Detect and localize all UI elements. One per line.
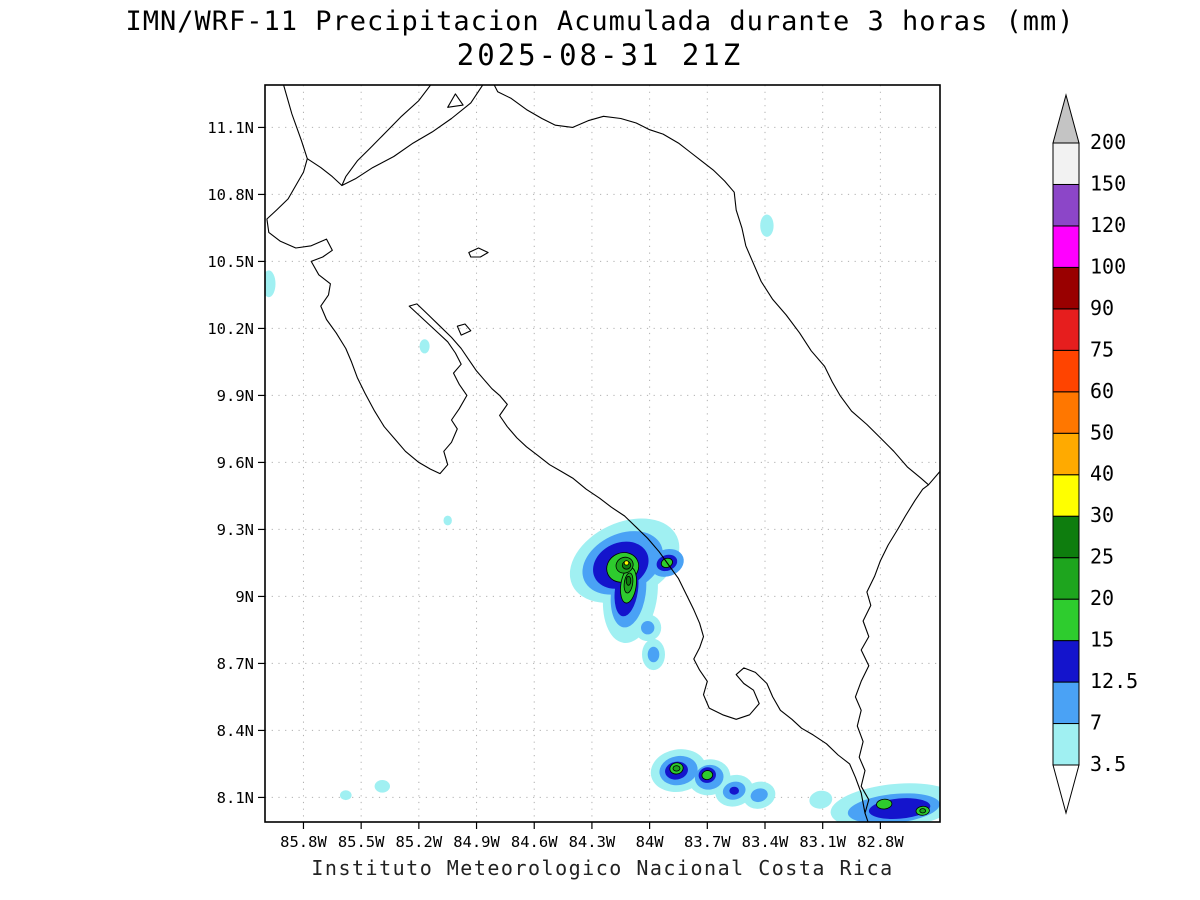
y-axis-tick-label: 9N (235, 588, 254, 606)
colorbar-segment (1052, 308, 1080, 351)
precip-cell-7mm (647, 646, 660, 663)
colorbar-segment (1052, 474, 1080, 517)
colorbar-segment (1052, 598, 1080, 642)
precip-cell-3.5mm (374, 780, 390, 793)
precip-cell-20mm (672, 765, 681, 772)
colorbar-tick-label: 150 (1090, 172, 1126, 196)
colorbar-segment (1052, 723, 1080, 766)
chira-island (456, 323, 472, 336)
lake-arenal (468, 247, 489, 258)
chart-header: IMN/WRF-11 Precipitacion Acumulada duran… (0, 6, 1200, 72)
y-axis-tick-label: 8.1N (217, 789, 254, 807)
nicaragua-border-segment (306, 158, 343, 186)
precip-cell-30mm (623, 560, 630, 566)
colorbar-tick-label: 200 (1090, 130, 1126, 154)
chart-title: IMN/WRF-11 Precipitacion Acumulada duran… (125, 6, 1075, 37)
precip-cell-7mm (641, 621, 655, 635)
chart-valid-time: 2025-08-31 21Z (456, 38, 744, 72)
precip-cell-15mm (876, 798, 893, 810)
colorbar-segment (1052, 681, 1080, 725)
x-axis-tick-label: 84W (636, 833, 665, 851)
plot-frame (264, 84, 941, 823)
colorbar-segment (1052, 266, 1080, 310)
colorbar-tick-label: 20 (1090, 586, 1114, 610)
colorbar-segment (1052, 142, 1080, 185)
precip-cell-12.5mm (729, 786, 739, 795)
colorbar-tick-label: 50 (1090, 420, 1114, 444)
precip-cell-15mm (701, 770, 714, 781)
x-axis-tick-label: 83.4W (742, 833, 789, 851)
colorbar-tick-label: 25 (1090, 545, 1114, 569)
x-axis-tick-label: 84.6W (511, 833, 558, 851)
colorbar-tick-label: 40 (1090, 462, 1114, 486)
costa-rica-outline (266, 85, 930, 814)
colorbar: 3.5 7 12.5 15 20 25 30 40 50 60 75 90 100 120 150 200 (1052, 93, 1138, 815)
colorbar-tick-label: 90 (1090, 296, 1114, 320)
colorbar-segment (1052, 183, 1080, 227)
y-axis-tick-label: 9.6N (217, 454, 254, 472)
precip-cell-3.5mm (443, 515, 452, 526)
graticule (265, 85, 940, 822)
colorbar-segment (1052, 391, 1080, 434)
colorbar-tick-label: 12.5 (1090, 669, 1138, 693)
lake-island (447, 93, 464, 108)
panama-caribbean-coast (928, 471, 940, 486)
y-axis-tick-label: 10.2N (207, 320, 254, 338)
colorbar-segment (1052, 432, 1080, 476)
y-axis-tick-label: 10.8N (207, 186, 254, 204)
precip-cell-7mm (750, 788, 768, 803)
x-axis-tick-label: 85.5W (338, 833, 385, 851)
colorbar-tick-label: 7 (1090, 711, 1102, 735)
colorbar-segment (1052, 515, 1080, 559)
footer-attribution: Instituto Meteorologico Nacional Costa R… (311, 856, 894, 880)
precip-cell-3.5mm (809, 790, 833, 809)
axes: 11.1N 10.8N 10.5N 10.2N 9.9N 9.6N 9.3N 9N 8.7N 8.… (207, 119, 904, 851)
colorbar-tick-label: 15 (1090, 628, 1114, 652)
colorbar-tick-label: 30 (1090, 503, 1114, 527)
colorbar-tick-label: 3.5 (1090, 752, 1126, 776)
coastlines (266, 85, 940, 822)
precip-cell-3.5mm (265, 270, 276, 298)
x-axis-tick-label: 85.2W (396, 833, 443, 851)
x-axis-tick-label: 82.8W (857, 833, 904, 851)
colorbar-segment (1052, 225, 1080, 268)
panama-pacific-coast (864, 812, 869, 822)
colorbar-segment (1052, 349, 1080, 393)
colorbar-segment (1052, 640, 1080, 683)
precip-cell-20mm (919, 808, 926, 814)
colorbar-below-min-arrow (1052, 764, 1080, 815)
lake-nicaragua-shore (341, 85, 484, 187)
colorbar-tick-label: 100 (1090, 254, 1126, 278)
y-axis-tick-label: 9.3N (217, 521, 254, 539)
x-axis-tick-label: 84.3W (569, 833, 616, 851)
precip-cell-25mm (625, 575, 632, 586)
x-axis-tick-label: 83.1W (799, 833, 846, 851)
precip-cell-3.5mm (760, 214, 774, 237)
precip-cell-3.5mm (419, 339, 430, 354)
precipitation-shading (265, 214, 940, 822)
y-axis-tick-label: 8.7N (217, 655, 254, 673)
x-axis-tick-label: 84.9W (453, 833, 500, 851)
y-axis-tick-label: 11.1N (207, 119, 254, 137)
precip-cell-3.5mm (340, 790, 352, 801)
colorbar-above-max-arrow (1052, 93, 1080, 144)
y-axis-tick-label: 10.5N (207, 253, 254, 271)
x-axis-tick-label: 85.8W (280, 833, 327, 851)
y-axis-tick-label: 8.4N (217, 722, 254, 740)
colorbar-tick-label: 120 (1090, 213, 1126, 237)
colorbar-tick-label: 75 (1090, 337, 1114, 361)
colorbar-tick-label: 60 (1090, 379, 1114, 403)
x-axis-tick-label: 83.7W (684, 833, 731, 851)
y-axis-tick-label: 9.9N (217, 387, 254, 405)
colorbar-segment (1052, 557, 1080, 600)
